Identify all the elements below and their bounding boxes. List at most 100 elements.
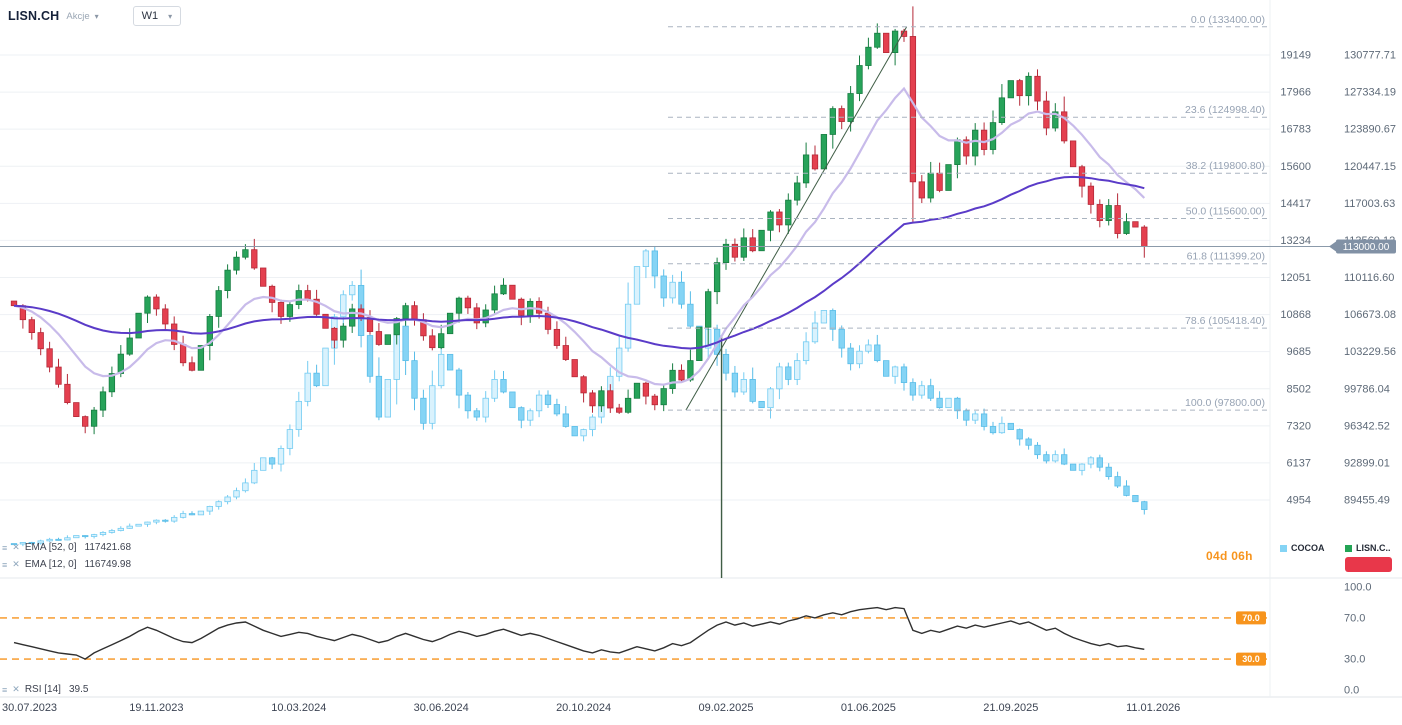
lisn-candle bbox=[1069, 140, 1077, 168]
cocoa-candle bbox=[776, 366, 783, 390]
ema52-label: EMA [52, 0] bbox=[24, 542, 77, 553]
fib-label: 50.0 (115600.00) bbox=[1186, 205, 1265, 217]
lisn-candle bbox=[927, 172, 934, 199]
lisn-candle bbox=[10, 300, 18, 307]
cocoa-candle bbox=[856, 350, 863, 365]
cocoa-candle bbox=[90, 534, 98, 537]
lisn-candle bbox=[126, 337, 133, 355]
lisn-candle bbox=[171, 323, 178, 345]
rsi-axis-tick: 70.0 bbox=[1344, 612, 1365, 624]
legend-lisn[interactable]: LISN.C.. bbox=[1345, 543, 1391, 553]
cocoa-candle bbox=[1132, 495, 1139, 503]
lisn-candle bbox=[73, 402, 80, 417]
legend-cocoa[interactable]: COCOA bbox=[1280, 543, 1325, 553]
cocoa-candle bbox=[758, 400, 765, 409]
cocoa-candle bbox=[847, 347, 854, 365]
indicator-settings-icon[interactable]: ≡ bbox=[2, 684, 8, 695]
symbol-label[interactable]: LISN.CH bbox=[8, 9, 60, 23]
indicator-remove-icon[interactable]: ✕ bbox=[12, 684, 20, 694]
fib-label: 0.0 (133400.00) bbox=[1191, 14, 1265, 26]
cocoa-candle bbox=[64, 537, 71, 541]
lisn-candle bbox=[384, 334, 391, 345]
lisn-candle bbox=[820, 134, 828, 170]
cocoa-color-swatch bbox=[1280, 544, 1287, 552]
indicator-remove-icon[interactable]: ✕ bbox=[12, 559, 20, 569]
lisn-axis-tick: 130777.71 bbox=[1344, 50, 1396, 62]
lisn-candle bbox=[642, 382, 650, 397]
cocoa-axis-tick: 4954 bbox=[1287, 495, 1311, 507]
date-label: 19.11.2023 bbox=[129, 702, 183, 714]
lisn-candle bbox=[1052, 111, 1059, 129]
lisn-candle bbox=[90, 409, 98, 427]
cocoa-axis-tick: 9685 bbox=[1287, 346, 1311, 358]
cocoa-candle bbox=[509, 391, 516, 409]
cocoa-candle bbox=[909, 382, 917, 396]
date-label: 10.03.2024 bbox=[271, 702, 326, 714]
cocoa-candle bbox=[642, 250, 650, 267]
lisn-candle bbox=[1025, 75, 1032, 97]
lisn-candle bbox=[1132, 221, 1139, 228]
lisn-candle bbox=[340, 325, 347, 341]
cocoa-axis-tick: 8502 bbox=[1287, 383, 1311, 395]
cocoa-candle bbox=[731, 372, 739, 393]
indicator-settings-icon[interactable]: ≡ bbox=[2, 559, 8, 570]
lisn-candle bbox=[856, 65, 863, 94]
lisn-candle bbox=[393, 318, 400, 336]
cocoa-candle bbox=[1096, 457, 1103, 468]
lisn-candle bbox=[998, 97, 1006, 124]
cocoa-candle bbox=[37, 540, 44, 544]
chevron-down-icon[interactable]: ▾ bbox=[94, 11, 99, 21]
lisn-candle bbox=[455, 297, 463, 314]
date-label: 20.10.2024 bbox=[556, 702, 611, 714]
cocoa-candle bbox=[197, 510, 205, 516]
cocoa-candle bbox=[1069, 463, 1077, 471]
cocoa-candle bbox=[117, 527, 124, 531]
lisn-candle bbox=[785, 199, 792, 226]
lisn-candle bbox=[491, 293, 498, 311]
cocoa-candle bbox=[918, 385, 925, 396]
cocoa-candle bbox=[10, 543, 18, 546]
cocoa-candle bbox=[446, 353, 454, 371]
cocoa-candle bbox=[687, 303, 694, 327]
price-axis[interactable] bbox=[1270, 0, 1402, 697]
sell-price-tile[interactable] bbox=[1345, 557, 1392, 572]
cocoa-candle bbox=[73, 535, 80, 539]
cocoa-candle bbox=[28, 542, 35, 544]
cocoa-candle bbox=[829, 310, 836, 330]
lisn-candle bbox=[767, 211, 774, 231]
date-label: 09.02.2025 bbox=[698, 702, 753, 714]
cocoa-candle bbox=[1016, 429, 1023, 440]
time-axis[interactable] bbox=[0, 697, 1402, 725]
lisn-candle bbox=[1034, 75, 1041, 102]
cocoa-candle bbox=[420, 397, 427, 424]
cocoa-candle bbox=[927, 385, 934, 399]
cocoa-candle bbox=[1141, 501, 1148, 510]
ema52-legend-row: ≡ ✕ EMA [52, 0] 117421.68 bbox=[2, 542, 131, 553]
lisn-candle bbox=[865, 46, 872, 66]
cocoa-candle bbox=[883, 360, 890, 377]
lisn-axis-tick: 89455.49 bbox=[1344, 495, 1390, 507]
cocoa-candle bbox=[865, 344, 872, 352]
indicator-settings-icon[interactable]: ≡ bbox=[2, 542, 8, 553]
indicator-remove-icon[interactable]: ✕ bbox=[12, 542, 20, 552]
cocoa-candle bbox=[651, 250, 658, 277]
ema12-legend-row: ≡ ✕ EMA [12, 0] 116749.98 bbox=[2, 559, 131, 570]
fib-label: 78.6 (105418.40) bbox=[1185, 315, 1265, 327]
cocoa-candle bbox=[188, 513, 196, 516]
cocoa-candle bbox=[1087, 457, 1095, 465]
cocoa-candle bbox=[900, 366, 908, 383]
lisn-candle bbox=[1105, 205, 1112, 222]
rsi-level-badge-value: 30.0 bbox=[1242, 654, 1260, 664]
lisn-candle bbox=[802, 154, 810, 184]
lisn-candle bbox=[598, 390, 605, 407]
lisn-candle bbox=[37, 332, 44, 350]
lisn-candle bbox=[411, 305, 418, 321]
cocoa-axis-tick: 16783 bbox=[1280, 124, 1311, 136]
cocoa-axis-tick: 7320 bbox=[1287, 420, 1311, 432]
timeframe-select[interactable]: W1 ▾ bbox=[132, 6, 182, 26]
cocoa-candle bbox=[1105, 466, 1112, 478]
cocoa-candle bbox=[544, 394, 552, 405]
date-label: 01.06.2025 bbox=[841, 702, 896, 714]
lisn-candle bbox=[233, 256, 240, 271]
